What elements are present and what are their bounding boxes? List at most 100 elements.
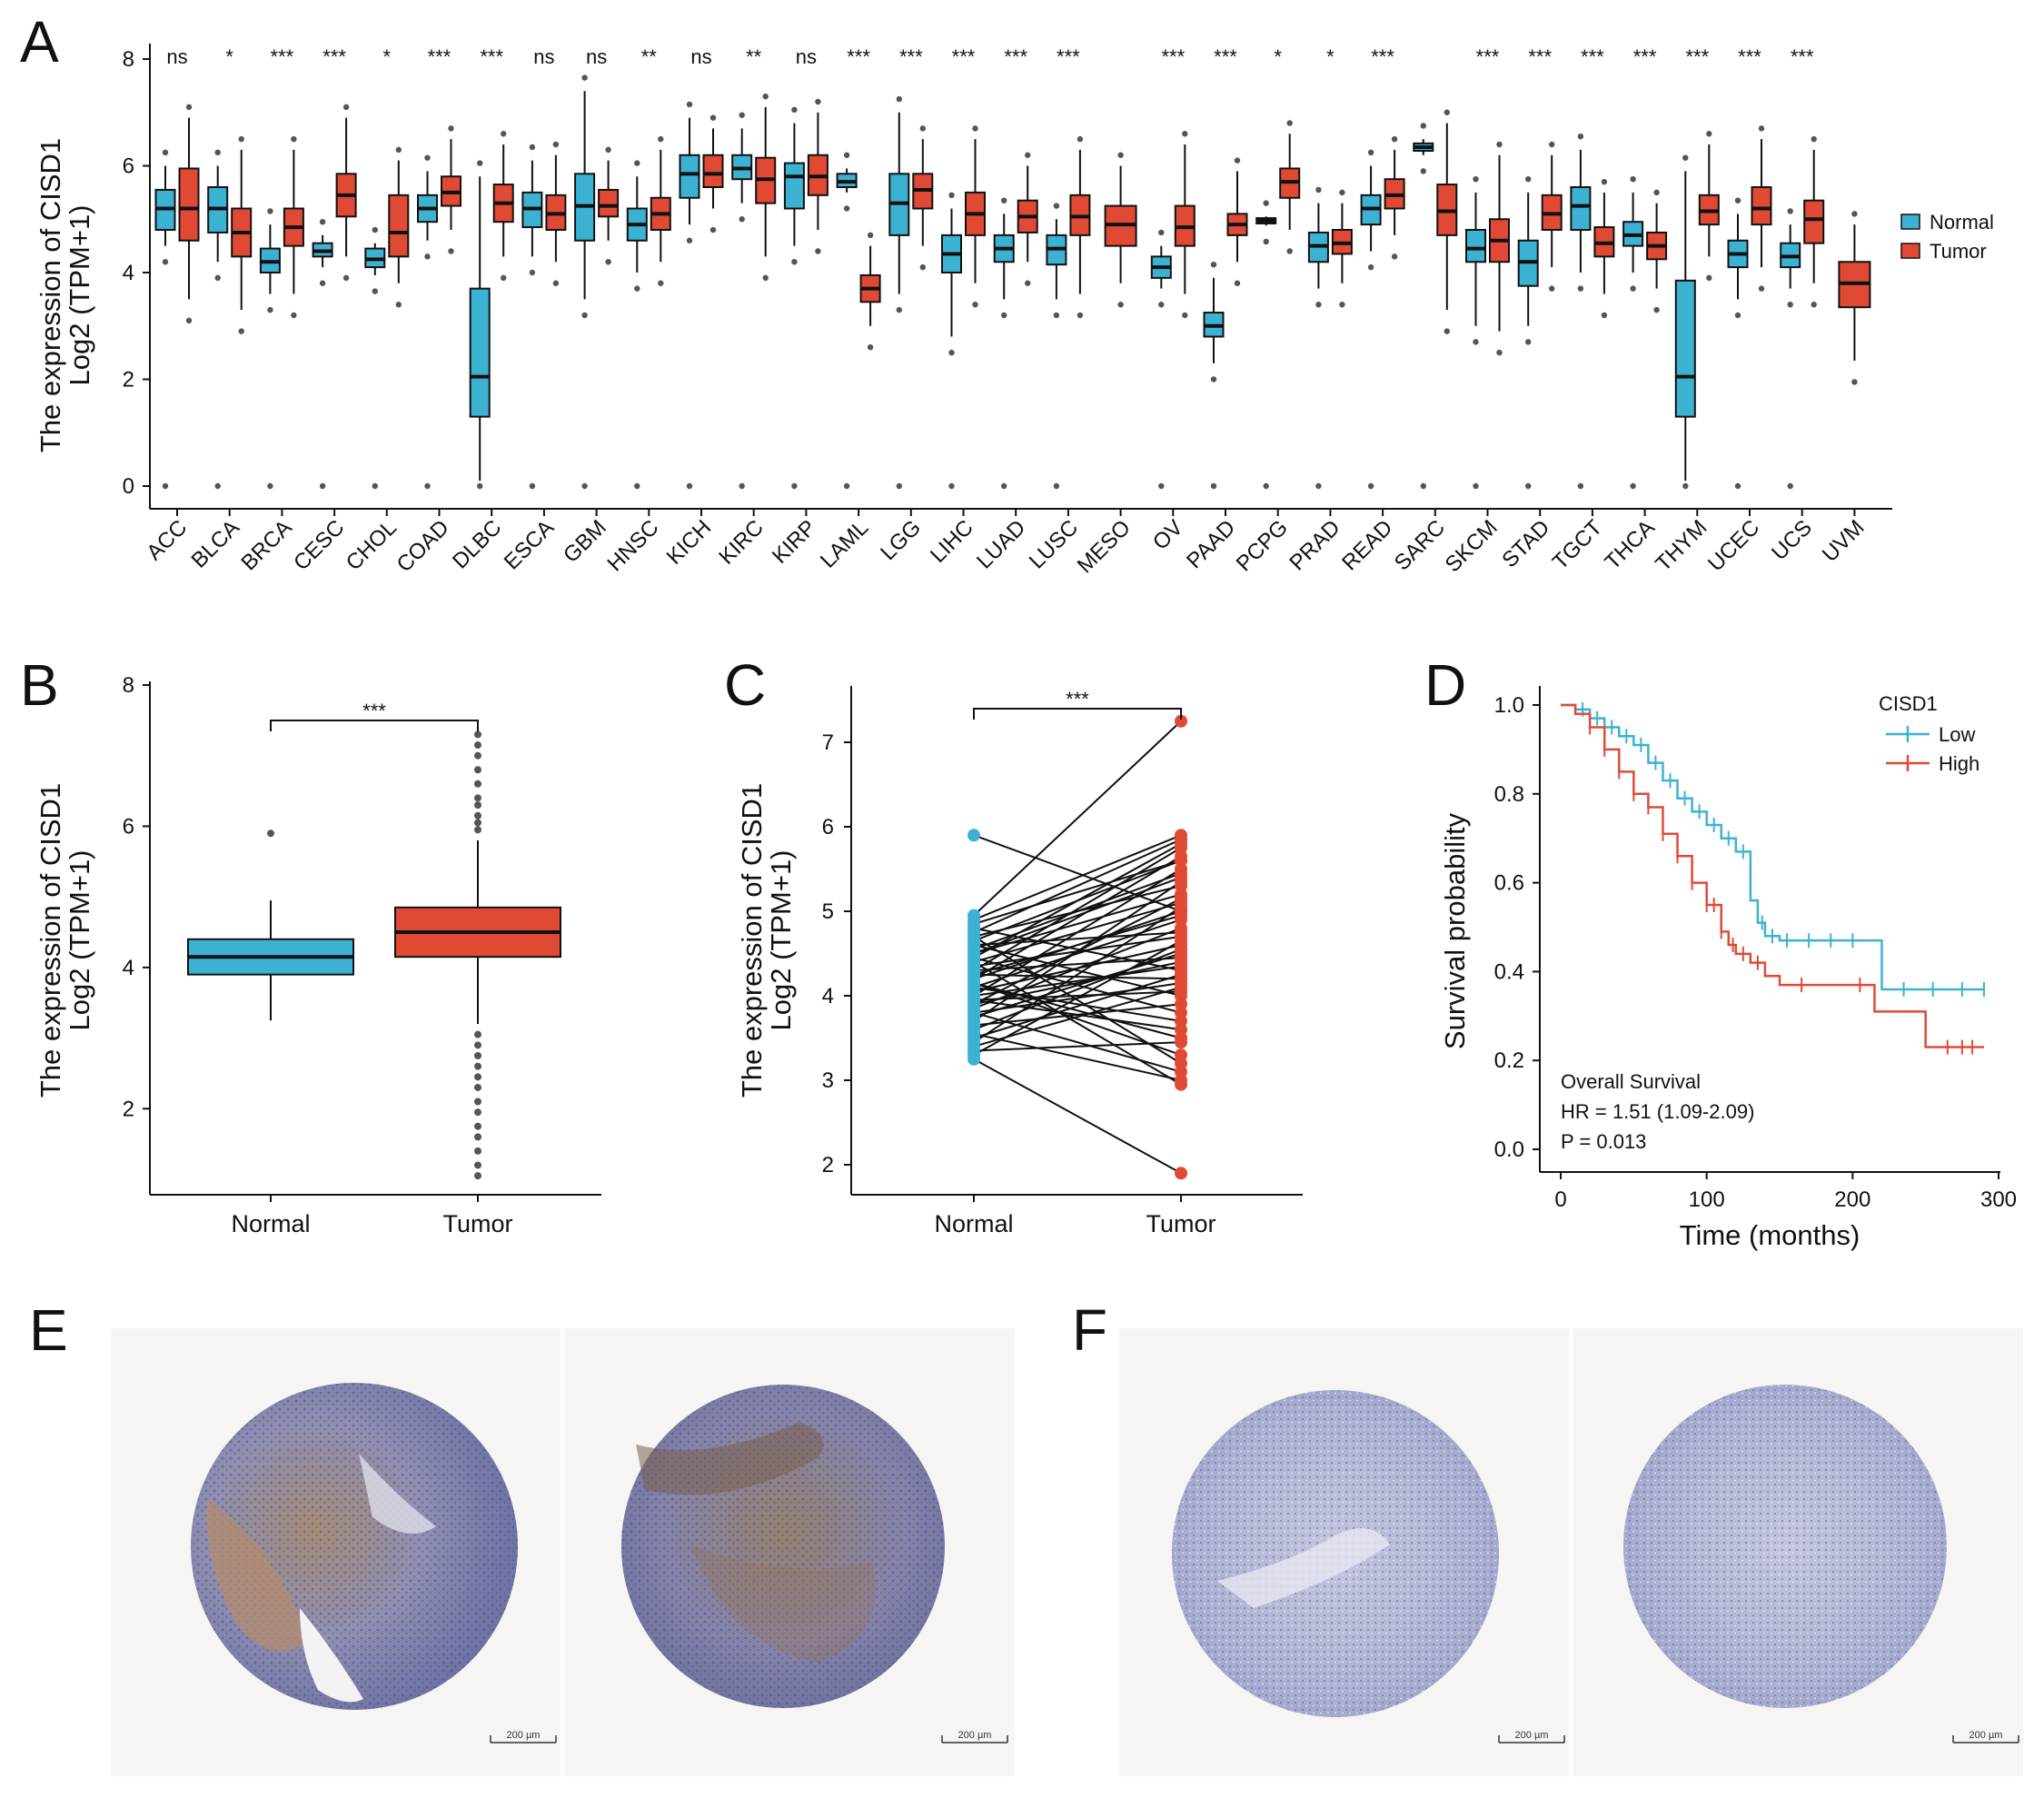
panel-b-sig-bracket	[270, 720, 479, 731]
panel-a-outlier	[1577, 285, 1584, 292]
panel-a-xtick-label-lgg: LGG	[876, 515, 926, 565]
panel-e-histology: 200 µm 200 µm	[111, 1328, 1015, 1776]
panel-a-outlier	[919, 263, 926, 271]
panel-a-outlier	[1525, 175, 1532, 183]
panel-a-outlier	[1787, 208, 1793, 214]
panel-a-outlier	[1263, 482, 1269, 490]
panel-a-outlier	[896, 482, 902, 490]
panel-c-point-normal	[967, 1006, 980, 1019]
panel-d-xtick-label: 200	[1834, 1187, 1870, 1212]
panel-c-pair-line	[973, 720, 1182, 917]
panel-d-legend-high: High	[1939, 752, 1980, 775]
panel-a-xtick-label-brca: BRCA	[236, 515, 296, 575]
panel-a-outlier	[319, 280, 326, 286]
panel-a-outlier	[1420, 482, 1427, 490]
panel-a-xtick-label-esca: ESCA	[500, 515, 559, 574]
panel-a-outlier	[919, 125, 926, 132]
panel-a-outlier	[342, 104, 350, 111]
panel-a-outlier	[1053, 312, 1060, 319]
panel-c-pair-line	[973, 952, 1182, 1018]
legend-tumor-label: Tumor	[1930, 240, 1987, 263]
panel-a-outlier	[1734, 312, 1741, 319]
panel-a-xtick-label-tgct: TGCT	[1548, 515, 1608, 575]
panel-a-ytick-label: 8	[123, 47, 134, 72]
panel-f-histology: 200 µm 200 µm	[1119, 1328, 2023, 1776]
panel-a-outlier	[372, 226, 378, 233]
panel-c-point-tumor	[1175, 892, 1187, 906]
panel-a-sig-acc: ns	[166, 45, 187, 68]
panel-label-c: C	[724, 652, 766, 718]
panel-a-xtick-label-laml: LAML	[816, 515, 873, 572]
panel-a-outlier	[1473, 339, 1479, 345]
panel-a-outlier	[1158, 302, 1165, 308]
panel-a-outlier	[1496, 141, 1503, 148]
panel-b-outlier-tumor	[474, 826, 481, 834]
panel-c-point-tumor	[1175, 714, 1187, 728]
panel-a-outlier	[267, 208, 273, 214]
panel-a-sig-skcm: ***	[1476, 45, 1500, 68]
panel-a-outlier	[529, 269, 536, 276]
panel-a-outlier	[1234, 157, 1241, 164]
panel-a-xtick-label-sarc: SARC	[1390, 515, 1450, 575]
panel-a-outlier	[424, 154, 431, 161]
panel-a-thym-normal-box	[1674, 279, 1696, 418]
panel-a-outlier	[634, 285, 640, 292]
panel-b-outlier-tumor	[474, 1161, 481, 1169]
panel-c-ytick-label: 6	[822, 815, 834, 839]
panel-d-legend-low: Low	[1939, 723, 1975, 746]
panel-a-outlier	[1758, 125, 1765, 132]
panel-a-outlier	[1339, 302, 1345, 308]
panel-a-outlier	[972, 125, 978, 132]
panel-a-outlier	[1525, 339, 1532, 345]
panel-b-ytick-label: 4	[123, 956, 134, 980]
panel-a-xtick-label-luad: LUAD	[972, 515, 1030, 573]
panel-b-outlier-tumor	[474, 751, 481, 760]
panel-a-outlier	[1234, 280, 1241, 286]
panel-a-boxplot: The expression of CISD1 Log2 (TPM+1) 0 2 4…	[35, 44, 1994, 578]
panel-a-outlier	[552, 141, 560, 148]
panel-a-xtick-label-chol: CHOL	[342, 515, 402, 575]
panel-a-outlier	[1053, 482, 1060, 490]
panel-d-ylabel: Survival probability	[1439, 812, 1471, 1049]
panel-a-outlier	[1473, 175, 1479, 183]
panel-c-point-tumor	[1175, 849, 1187, 863]
panel-c-point-normal	[967, 977, 980, 990]
panel-c-pair-line	[973, 919, 1182, 988]
panel-c-point-tumor	[1175, 951, 1187, 965]
panel-d-xtick-label: 100	[1689, 1187, 1725, 1212]
panel-a-sig-kirc: **	[746, 45, 762, 68]
panel-a-outlier	[581, 75, 588, 81]
panel-a-sig-kirp: ns	[796, 45, 817, 68]
panel-a-outlier	[1549, 285, 1555, 292]
panel-b-boxplot: The expression of CISD1 Log2 (TPM+1) 2 4 6…	[35, 673, 601, 1237]
panel-a-ytick-label: 0	[123, 474, 134, 499]
panel-b-outlier-tumor	[474, 1062, 481, 1070]
panel-a-outlier	[238, 135, 244, 143]
panel-c-ytick-label: 5	[822, 899, 834, 924]
panel-a-outlier	[791, 482, 798, 490]
panel-b-outlier-tumor	[474, 780, 481, 788]
panel-a-outlier	[1758, 285, 1765, 292]
panel-a-outlier	[1182, 312, 1188, 319]
legend-normal-swatch	[1900, 214, 1920, 230]
panel-a-outlier	[843, 152, 850, 158]
panel-a-sig-ucs: ***	[1791, 45, 1814, 68]
panel-a-outlier	[424, 482, 431, 490]
panel-a-outlier	[1053, 203, 1060, 209]
panel-b-ylabel-line1: The expression of CISD1	[35, 783, 66, 1098]
panel-a-outlier	[1444, 328, 1451, 334]
panel-c-xtick-label-normal: Normal	[934, 1210, 1013, 1237]
panel-a-outlier	[658, 135, 664, 143]
panel-b-xtick-label-tumor: Tumor	[442, 1210, 512, 1237]
panel-a-ytick-label: 2	[123, 368, 134, 392]
panel-b-outlier-tumor	[474, 1147, 481, 1155]
panel-a-sig-dlbc: ***	[480, 45, 503, 68]
panel-b-outlier-normal	[267, 829, 274, 838]
panel-c-point-tumor	[1175, 998, 1187, 1011]
panel-a-sig-tgct: ***	[1581, 45, 1604, 68]
panel-a-outlier	[634, 482, 640, 490]
panel-f-left-scale-label: 200 µm	[1515, 1730, 1549, 1741]
panel-a-outlier	[634, 160, 640, 166]
panel-a-outlier	[739, 216, 745, 223]
panel-c-pair-line	[973, 839, 1182, 934]
